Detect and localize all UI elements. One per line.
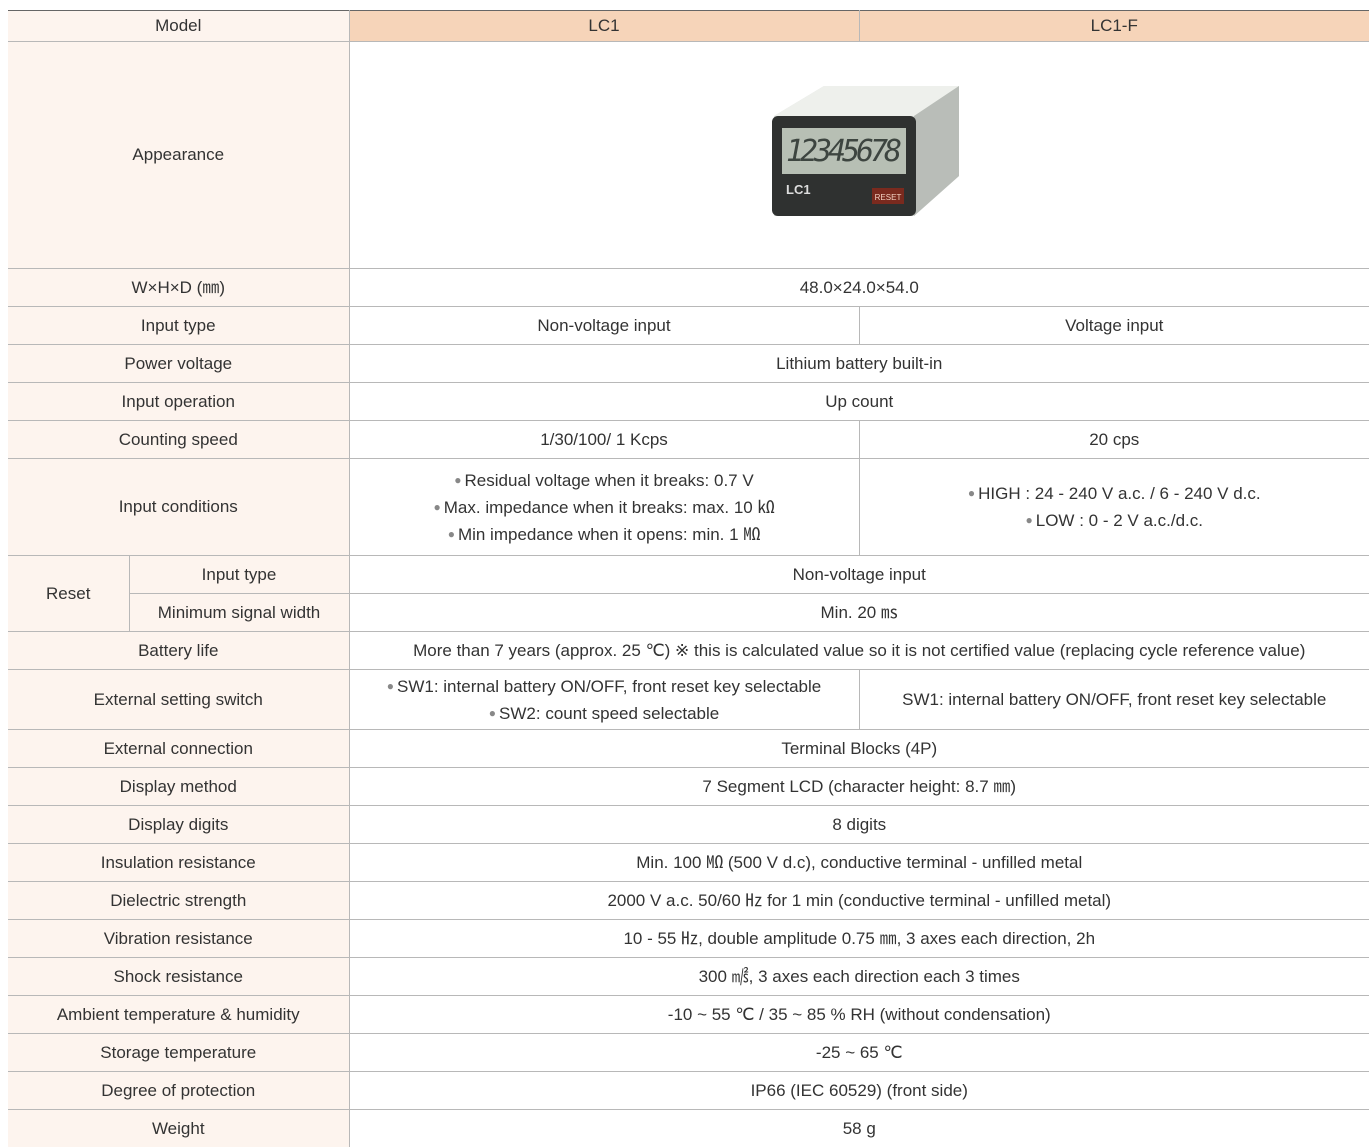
spec-row: W×H×D (㎜)48.0×24.0×54.0 <box>8 269 1369 307</box>
appearance-row: Appearance 12345678 LC1 RESET <box>8 42 1369 269</box>
row-label: Display digits <box>8 806 349 844</box>
row-label: Battery life <box>8 632 349 670</box>
value-cell: 300 ㎨, 3 axes each direction each 3 time… <box>349 958 1369 996</box>
value-cell: -10 ~ 55 ℃ / 35 ~ 85 % RH (without conde… <box>349 996 1369 1034</box>
value-cell: IP66 (IEC 60529) (front side) <box>349 1072 1369 1110</box>
bullet-line: HIGH : 24 - 240 V a.c. / 6 - 240 V d.c. <box>864 480 1366 507</box>
value-cell: 2000 V a.c. 50/60 ㎐ for 1 min (conductiv… <box>349 882 1369 920</box>
header-row: Model LC1 LC1-F <box>8 11 1369 42</box>
value-cell: Up count <box>349 383 1369 421</box>
value-cell: 10 - 55 ㎐, double amplitude 0.75 ㎜, 3 ax… <box>349 920 1369 958</box>
value-cell: Residual voltage when it breaks: 0.7 VMa… <box>349 459 859 556</box>
value-cell: SW1: internal battery ON/OFF, front rese… <box>349 670 859 730</box>
row-label: Ambient temperature & humidity <box>8 996 349 1034</box>
bullet-line: Residual voltage when it breaks: 0.7 V <box>354 467 855 494</box>
row-label: Power voltage <box>8 345 349 383</box>
row-label: External setting switch <box>8 670 349 730</box>
row-label: Input operation <box>8 383 349 421</box>
product-image: 12345678 LC1 RESET <box>349 42 1369 269</box>
bullet-line: SW2: count speed selectable <box>354 700 855 727</box>
value-cell: Voltage input <box>859 307 1369 345</box>
lcd-digits: 12345678 <box>786 134 902 169</box>
model-mark: LC1 <box>786 182 811 197</box>
row-label: Dielectric strength <box>8 882 349 920</box>
row-label: Input type <box>8 307 349 345</box>
row-label: Appearance <box>8 42 349 269</box>
row-label: Input conditions <box>8 459 349 556</box>
row-label: Counting speed <box>8 421 349 459</box>
row-label: Storage temperature <box>8 1034 349 1072</box>
row-label: Weight <box>8 1110 349 1147</box>
header-cell: Model <box>8 11 349 42</box>
row-label: Shock resistance <box>8 958 349 996</box>
bullet-line: Max. impedance when it breaks: max. 10 ㏀ <box>354 494 855 521</box>
row-label: Vibration resistance <box>8 920 349 958</box>
row-label: Insulation resistance <box>8 844 349 882</box>
value-cell: Min. 20 ㎳ <box>349 594 1369 632</box>
spec-row: Input conditionsResidual voltage when it… <box>8 459 1369 556</box>
header-cell: LC1 <box>349 11 859 42</box>
value-cell: 58 g <box>349 1110 1369 1147</box>
spec-table: Model LC1 LC1-F Appearance 12345678 LC1 … <box>8 10 1369 1147</box>
reset-button-label: RESET <box>875 193 902 202</box>
row-label: Minimum signal width <box>129 594 349 632</box>
product-illustration: 12345678 LC1 RESET <box>744 76 974 226</box>
value-cell: Terminal Blocks (4P) <box>349 730 1369 768</box>
value-cell: -25 ~ 65 ℃ <box>349 1034 1369 1072</box>
bullet-line: Min impedance when it opens: min. 1 ㏁ <box>354 521 855 548</box>
value-cell: 48.0×24.0×54.0 <box>349 269 1369 307</box>
value-cell: 8 digits <box>349 806 1369 844</box>
value-cell: Non-voltage input <box>349 307 859 345</box>
row-label: Display method <box>8 768 349 806</box>
group-label: Reset <box>8 556 129 632</box>
value-cell: Min. 100 ㏁ (500 V d.c), conductive termi… <box>349 844 1369 882</box>
value-cell: More than 7 years (approx. 25 ℃) ※ this … <box>349 632 1369 670</box>
value-cell: SW1: internal battery ON/OFF, front rese… <box>859 670 1369 730</box>
spec-row: Storage temperature-25 ~ 65 ℃ <box>8 1034 1369 1072</box>
value-cell: 20 cps <box>859 421 1369 459</box>
value-cell: Non-voltage input <box>349 556 1369 594</box>
row-label: Input type <box>129 556 349 594</box>
spec-row: Ambient temperature & humidity-10 ~ 55 ℃… <box>8 996 1369 1034</box>
bullet-line: SW1: internal battery ON/OFF, front rese… <box>354 673 855 700</box>
spec-row: External setting switchSW1: internal bat… <box>8 670 1369 730</box>
value-cell: 1/30/100/ 1 Kcps <box>349 421 859 459</box>
header-cell: LC1-F <box>859 11 1369 42</box>
row-label: Degree of protection <box>8 1072 349 1110</box>
table-body: Model LC1 LC1-F Appearance 12345678 LC1 … <box>8 11 1369 1147</box>
value-cell: Lithium battery built-in <box>349 345 1369 383</box>
row-label: W×H×D (㎜) <box>8 269 349 307</box>
value-cell: 7 Segment LCD (character height: 8.7 ㎜) <box>349 768 1369 806</box>
value-cell: HIGH : 24 - 240 V a.c. / 6 - 240 V d.c.L… <box>859 459 1369 556</box>
row-label: External connection <box>8 730 349 768</box>
bullet-line: LOW : 0 - 2 V a.c./d.c. <box>864 507 1366 534</box>
